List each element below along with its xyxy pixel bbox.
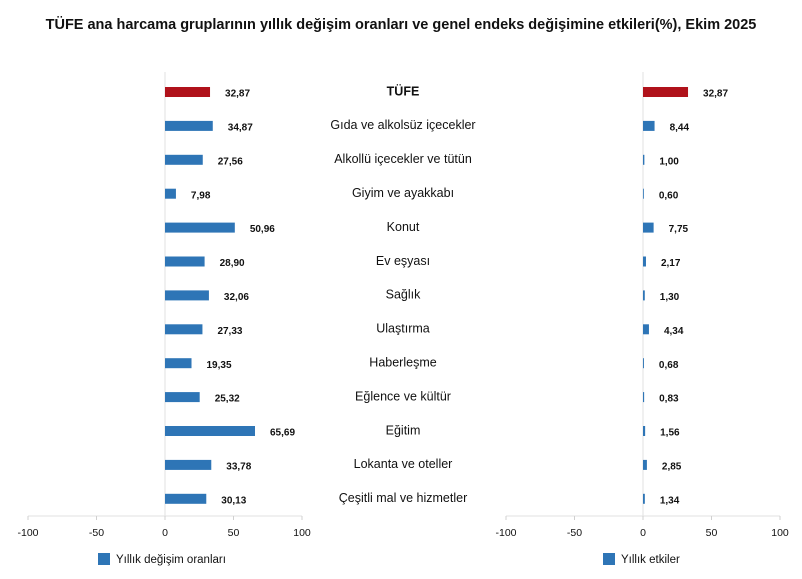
chart-title: TÜFE ana harcama gruplarının yıllık deği…: [46, 16, 757, 33]
value-label: 28,90: [220, 258, 245, 269]
value-label: 1,34: [660, 495, 680, 506]
category-label: Eğlence ve kültür: [355, 389, 451, 403]
value-label: 50,96: [250, 224, 275, 235]
bar: [165, 290, 209, 301]
value-label: 7,75: [669, 224, 689, 235]
bar: [643, 392, 645, 403]
bar: [643, 459, 647, 470]
legend-swatch: [603, 553, 615, 565]
value-label: 32,87: [703, 89, 728, 100]
value-label: 27,33: [217, 326, 242, 337]
value-label: 32,87: [225, 89, 250, 100]
x-tick-label: -50: [567, 527, 582, 539]
category-label: Sağlık: [386, 288, 421, 302]
category-label: Gıda ve alkolsüz içecekler: [330, 118, 475, 132]
category-label: Lokanta ve oteller: [354, 457, 453, 471]
legend-label: Yıllık etkiler: [621, 554, 680, 566]
x-tick-label: 50: [228, 527, 240, 539]
bar: [643, 426, 646, 436]
bar: [165, 392, 200, 403]
x-tick-label: -50: [89, 527, 104, 539]
x-tick-label: -100: [495, 527, 516, 539]
category-label: Konut: [387, 220, 420, 234]
bar: [165, 256, 205, 267]
value-label: 8,44: [670, 123, 690, 134]
category-label: Eğitim: [386, 423, 421, 437]
x-tick-label: -100: [17, 527, 38, 539]
value-label: 2,17: [661, 258, 681, 269]
legend-swatch: [98, 553, 110, 565]
value-label: 30,13: [221, 495, 246, 506]
bar: [165, 87, 211, 97]
bar: [643, 493, 645, 504]
category-label: Çeşitli mal ve hizmetler: [339, 491, 468, 505]
value-label: 33,78: [226, 462, 251, 473]
bar: [165, 188, 176, 199]
bar: [643, 290, 645, 301]
x-tick-label: 0: [162, 527, 168, 539]
bar: [165, 459, 212, 470]
value-label: 25,32: [215, 394, 240, 405]
value-label: 34,87: [228, 123, 253, 134]
category-label: Haberleşme: [369, 355, 436, 369]
value-label: 0,83: [659, 394, 679, 405]
value-label: 0,60: [659, 190, 679, 201]
x-tick-label: 0: [640, 527, 646, 539]
bar: [165, 222, 235, 233]
category-label: Ulaştırma: [376, 322, 430, 336]
value-label: 65,69: [270, 428, 295, 439]
legend-label: Yıllık değişim oranları: [116, 554, 226, 566]
category-label: Ev eşyası: [376, 254, 430, 268]
bar: [165, 120, 213, 131]
value-label: 0,68: [659, 360, 679, 371]
bar: [165, 426, 255, 436]
bar: [165, 493, 207, 504]
x-tick-label: 100: [293, 527, 311, 539]
value-label: 1,30: [660, 292, 680, 303]
bar: [165, 324, 203, 335]
bar: [643, 324, 649, 335]
value-label: 4,34: [664, 326, 684, 337]
bar: [643, 256, 646, 267]
bar: [643, 154, 645, 165]
value-label: 19,35: [207, 360, 232, 371]
value-label: 32,06: [224, 292, 249, 303]
bar: [165, 154, 203, 165]
value-label: 7,98: [191, 190, 211, 201]
x-tick-label: 100: [771, 527, 789, 539]
value-label: 1,00: [659, 156, 679, 167]
category-label: TÜFE: [387, 83, 420, 98]
value-label: 27,56: [218, 156, 243, 167]
value-label: 1,56: [660, 428, 680, 439]
category-label: Alkollü içecekler ve tütün: [334, 152, 472, 166]
x-tick-label: 50: [706, 527, 718, 539]
bar: [643, 188, 644, 199]
value-label: 2,85: [662, 462, 682, 473]
bar: [643, 358, 644, 369]
bar: [643, 120, 655, 131]
bar: [643, 87, 689, 97]
bar: [165, 358, 192, 369]
category-label: Giyim ve ayakkabı: [352, 186, 454, 200]
bar: [643, 222, 654, 233]
